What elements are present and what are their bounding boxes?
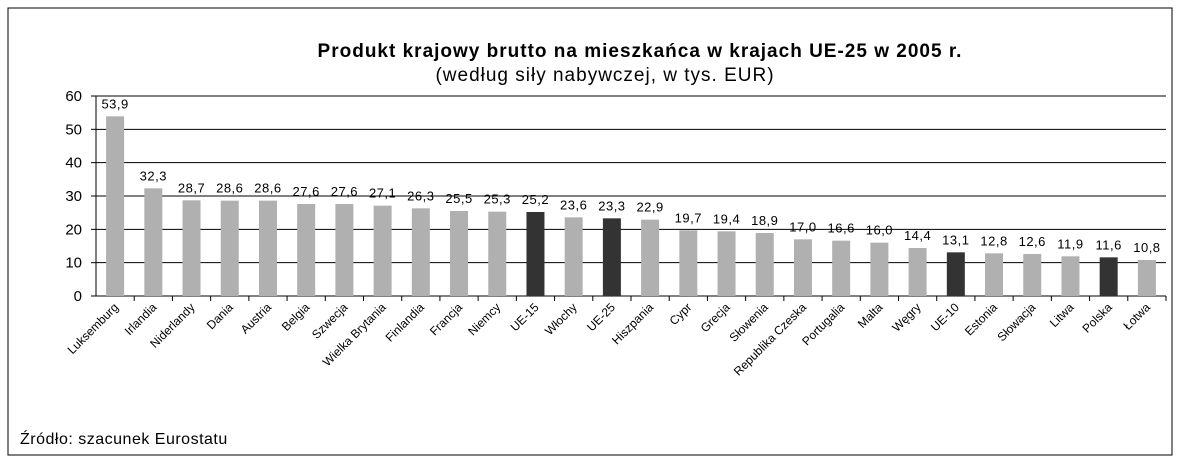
bar: [450, 211, 469, 296]
value-label: 28,6: [216, 181, 243, 196]
bar: [679, 230, 698, 296]
value-label: 32,3: [140, 168, 167, 183]
bar: [144, 188, 163, 296]
bar: [1061, 256, 1080, 296]
value-label: 18,9: [751, 213, 778, 228]
bar: [297, 204, 316, 296]
bar: [220, 200, 239, 296]
source-note: Źródło: szacunek Eurostatu: [20, 429, 228, 448]
y-tick-label: 20: [65, 221, 82, 238]
y-tick-label: 0: [74, 288, 82, 305]
bar: [106, 116, 125, 296]
bar: [1137, 260, 1156, 296]
value-label: 28,6: [254, 181, 281, 196]
value-label: 25,5: [445, 191, 472, 206]
bar: [832, 240, 851, 296]
value-label: 23,3: [598, 198, 625, 213]
chart-subtitle: (według siły nabywczej, w tys. EUR): [435, 65, 774, 86]
bar: [564, 217, 583, 296]
bar: [985, 253, 1004, 296]
bar: [1099, 257, 1118, 296]
bar: [946, 252, 965, 296]
value-label: 25,3: [484, 192, 511, 207]
bar: [488, 211, 507, 296]
y-tick-label: 30: [65, 188, 82, 205]
bar: [1023, 254, 1042, 296]
value-label: 11,6: [1096, 237, 1122, 252]
y-tick-label: 10: [65, 255, 82, 272]
value-label: 23,6: [560, 197, 587, 212]
value-label: 17,0: [789, 219, 816, 234]
value-label: 13,1: [942, 232, 969, 247]
bar: [641, 219, 660, 296]
frame: [7, 7, 1173, 456]
value-label: 28,7: [178, 180, 205, 195]
bar: [870, 242, 889, 296]
bar: [182, 200, 201, 296]
bar: [755, 233, 774, 296]
value-label: 26,3: [407, 188, 434, 203]
y-tick-label: 40: [65, 155, 82, 172]
value-label: 14,4: [904, 228, 931, 243]
value-label: 27,1: [369, 186, 396, 201]
value-label: 16,0: [866, 223, 893, 238]
value-label: 11,9: [1057, 236, 1083, 251]
value-label: 27,6: [331, 184, 358, 199]
bar: [908, 248, 927, 296]
value-label: 19,7: [675, 210, 702, 225]
bar: [411, 208, 430, 296]
value-label: 53,9: [101, 96, 128, 111]
bar: [602, 218, 621, 296]
bar: [526, 212, 545, 296]
value-label: 25,2: [522, 192, 549, 207]
value-label: 22,9: [636, 200, 663, 215]
bar: [258, 200, 277, 296]
bar: [717, 231, 736, 296]
bar: [335, 204, 354, 296]
value-label: 19,4: [713, 211, 740, 226]
y-tick-label: 60: [65, 88, 82, 105]
chart-title: Produkt krajowy brutto na mieszkańca w k…: [318, 41, 963, 62]
value-label: 12,8: [980, 233, 1007, 248]
value-label: 16,6: [828, 221, 855, 236]
value-label: 12,6: [1019, 234, 1046, 249]
bar: [373, 205, 392, 296]
y-tick-label: 50: [65, 121, 82, 138]
value-label: 10,8: [1133, 240, 1160, 255]
value-label: 27,6: [293, 184, 320, 199]
bar: [793, 239, 812, 296]
